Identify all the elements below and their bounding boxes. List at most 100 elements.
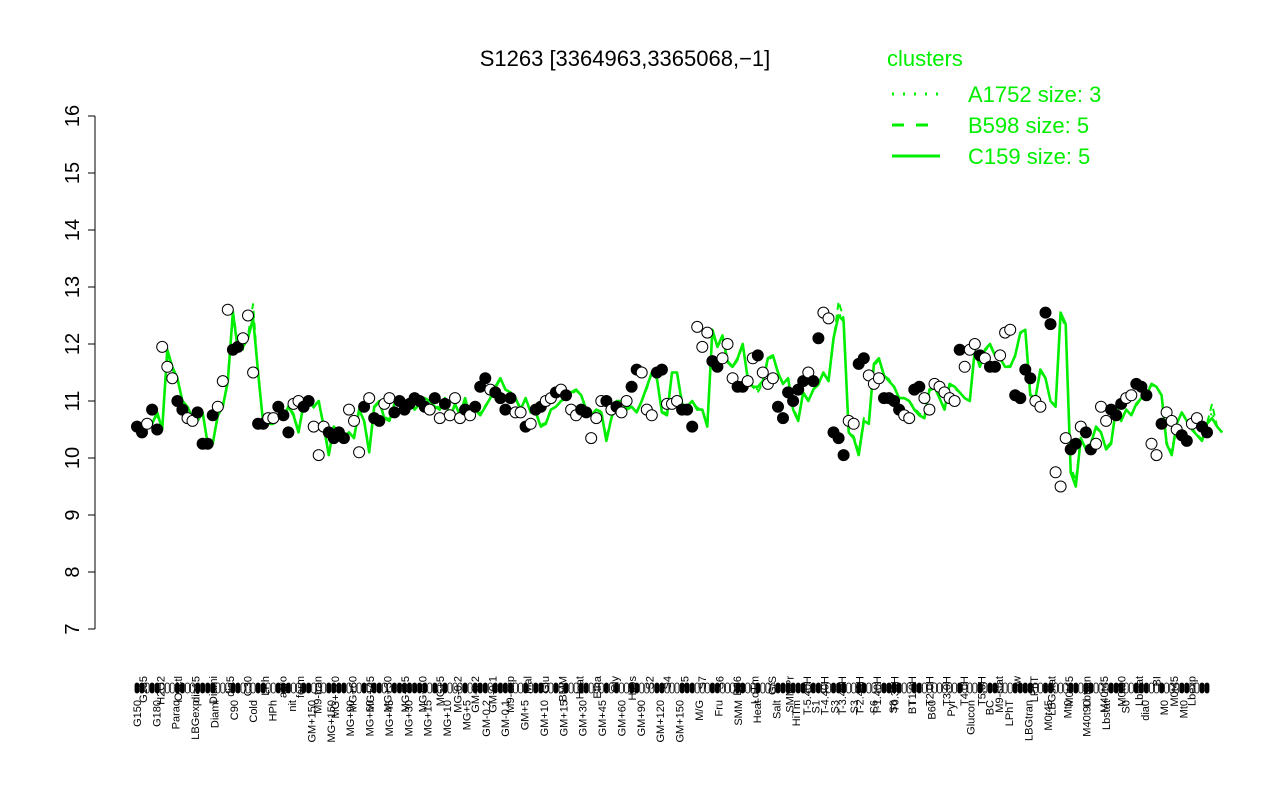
data-point bbox=[156, 340, 169, 353]
data-point bbox=[282, 426, 295, 439]
data-point bbox=[499, 403, 512, 416]
rug-mark bbox=[634, 682, 640, 694]
x-tick-label-top: Diami bbox=[208, 676, 220, 704]
rug-mark bbox=[790, 682, 796, 694]
data-point bbox=[1095, 400, 1107, 413]
data-point bbox=[277, 409, 290, 422]
rug-mark bbox=[679, 682, 685, 694]
data-point bbox=[913, 380, 926, 393]
rug-mark bbox=[235, 682, 241, 694]
data-point bbox=[353, 446, 366, 459]
y-tick-label: 9 bbox=[62, 509, 84, 520]
data-point bbox=[161, 360, 174, 373]
data-point bbox=[1004, 323, 1017, 336]
x-tick-label-top: S2 bbox=[645, 676, 657, 689]
data-point bbox=[1069, 437, 1082, 450]
x-tick-label-top: S5 bbox=[680, 676, 692, 689]
rug-mark bbox=[523, 682, 528, 694]
rug-mark bbox=[1063, 682, 1069, 694]
rug-mark bbox=[997, 682, 1003, 694]
data-point bbox=[807, 375, 820, 388]
rug-mark bbox=[694, 682, 700, 694]
data-point bbox=[777, 412, 789, 425]
data-point bbox=[832, 432, 845, 445]
data-point bbox=[343, 403, 355, 416]
rug-mark bbox=[1048, 682, 1053, 694]
data-point bbox=[772, 400, 784, 413]
y-tick-label: 13 bbox=[62, 276, 84, 298]
rug-mark bbox=[699, 682, 705, 694]
rug-mark bbox=[684, 682, 690, 694]
rug-mark bbox=[538, 682, 544, 694]
data-point bbox=[242, 309, 254, 322]
rug-mark bbox=[573, 682, 579, 694]
rug-mark bbox=[1027, 682, 1033, 694]
rug-mark bbox=[407, 682, 412, 694]
x-tick-labels: G135 H2O2 Oxctl dia15 Diami dia5 C30 LPh aero fer… bbox=[132, 675, 1199, 742]
rug-mark bbox=[1043, 682, 1048, 694]
y-tick-label: 10 bbox=[62, 447, 84, 469]
y-tick-label: 16 bbox=[62, 105, 84, 127]
x-tick-label-top: B36 bbox=[732, 676, 744, 696]
x-tick-label-top: C30 bbox=[243, 676, 255, 696]
data-point bbox=[994, 349, 1007, 362]
rug-mark bbox=[775, 682, 781, 694]
rug-mark bbox=[154, 682, 160, 694]
rug-mark bbox=[397, 682, 402, 694]
rug-mark bbox=[1199, 682, 1205, 694]
x-tick-label-top: Sw bbox=[1012, 676, 1024, 691]
x-tick-label-top: T-1.40H bbox=[872, 676, 884, 715]
x-tick-label-top: M9-exp bbox=[505, 676, 517, 713]
rug-mark bbox=[200, 682, 206, 694]
rug-mark bbox=[326, 682, 332, 694]
rug-mark bbox=[619, 682, 624, 694]
data-point bbox=[686, 420, 699, 433]
x-tick-label-top: T1.0H bbox=[907, 676, 919, 706]
rug-mark bbox=[1189, 682, 1195, 694]
x-tick-label-bottom: LPhT bbox=[1004, 700, 1016, 727]
rug-mark bbox=[780, 682, 786, 694]
rug-mark bbox=[1144, 682, 1149, 694]
rug-mark bbox=[967, 682, 973, 694]
x-tick-label-bottom: M0t45 bbox=[1043, 700, 1055, 731]
series-line-dotted bbox=[136, 311, 1223, 485]
x-tick-label-bottom: B60 bbox=[927, 700, 939, 720]
rug-mark bbox=[750, 682, 756, 694]
rug-mark bbox=[1053, 682, 1058, 694]
x-tick-label-top: MG+30 bbox=[383, 676, 395, 712]
x-tick-label-top: H2O2 bbox=[155, 676, 167, 705]
data-point bbox=[696, 340, 709, 353]
rug-mark bbox=[826, 682, 831, 694]
data-point bbox=[1054, 480, 1067, 493]
rug-mark bbox=[311, 682, 317, 694]
rug-mark bbox=[922, 682, 927, 694]
x-tick-label-top: Lbstat bbox=[1134, 676, 1146, 706]
y-axis: 7 8 9 10 11 12 13 14 15 16 bbox=[62, 105, 96, 635]
data-point bbox=[756, 366, 769, 379]
rug-mark bbox=[841, 682, 846, 694]
rug-mark bbox=[1128, 682, 1134, 694]
y-tick-label: 12 bbox=[62, 333, 84, 355]
rug-mark bbox=[896, 682, 902, 694]
rug-mark bbox=[947, 682, 952, 694]
rug-mark bbox=[412, 682, 418, 694]
rug-mark bbox=[770, 682, 776, 694]
data-point bbox=[812, 332, 825, 345]
data-point bbox=[388, 406, 401, 419]
x-tick-label-bottom: GM+10 bbox=[539, 700, 551, 736]
rug-mark bbox=[927, 682, 932, 694]
data-point bbox=[1079, 426, 1092, 439]
x-tick-label-top: M9-stat bbox=[994, 676, 1006, 713]
data-point bbox=[146, 403, 159, 416]
data-point bbox=[1014, 392, 1027, 405]
x-tick-label-bottom: BT bbox=[907, 700, 919, 714]
x-tick-label-bottom: GM+30 bbox=[578, 700, 590, 736]
rug-mark bbox=[245, 682, 251, 694]
data-point bbox=[166, 372, 179, 385]
rug-mark bbox=[371, 682, 377, 694]
data-point bbox=[348, 414, 360, 427]
rug-mark bbox=[1073, 682, 1079, 694]
data-point bbox=[514, 406, 527, 419]
x-tick-label-bottom: MG+45 bbox=[384, 700, 396, 736]
x-tick-label-top: T-5.40H bbox=[802, 676, 814, 715]
